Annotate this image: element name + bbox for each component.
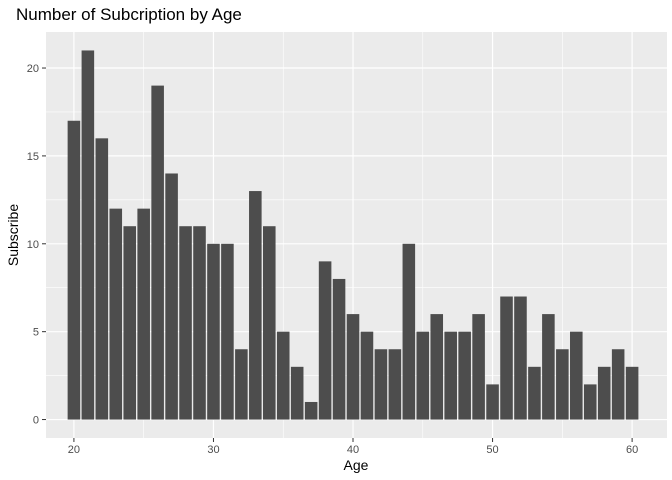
bar [207, 243, 220, 420]
bar [444, 331, 457, 420]
x-axis-ticks: 20 30 40 50 60 [68, 438, 638, 456]
bar [500, 296, 513, 420]
bar [318, 261, 332, 420]
chart-title: Number of Subcription by Age [16, 5, 242, 24]
minor-gridlines [46, 32, 667, 438]
bar [249, 191, 262, 420]
bar [151, 85, 164, 420]
bar [458, 331, 471, 420]
x-axis-label: Age [344, 457, 369, 473]
bar [304, 401, 318, 420]
bar [81, 50, 95, 420]
bar [346, 314, 360, 420]
bar [263, 226, 276, 420]
bar [290, 366, 304, 420]
y-axis-ticks: 0 5 10 15 20 [27, 63, 46, 427]
y-axis-label: Subscribe [5, 204, 21, 266]
bar [235, 349, 248, 420]
bar [109, 208, 123, 420]
bar [556, 349, 569, 420]
bar [137, 208, 150, 420]
bar [472, 314, 485, 420]
bar [67, 120, 81, 420]
y-tick-label: 5 [33, 327, 39, 339]
bar [221, 243, 234, 420]
bar [416, 331, 430, 420]
bar [179, 226, 192, 420]
x-tick-label: 30 [207, 444, 219, 456]
bar [611, 349, 625, 420]
bar [583, 384, 597, 420]
bar [570, 331, 583, 420]
bar [193, 226, 206, 420]
y-tick-label: 20 [27, 63, 39, 75]
y-tick-label: 15 [27, 151, 39, 163]
x-tick-label: 50 [486, 444, 498, 456]
bars [67, 50, 639, 420]
bar [597, 366, 611, 420]
x-tick-label: 60 [626, 444, 638, 456]
bar [528, 366, 541, 420]
bar [402, 243, 416, 420]
bar [514, 296, 527, 420]
bar [123, 226, 137, 420]
bar [388, 349, 402, 420]
x-tick-label: 40 [347, 444, 359, 456]
bar [165, 173, 178, 420]
bar [486, 384, 499, 420]
y-tick-label: 10 [27, 239, 39, 251]
bar [542, 314, 555, 420]
bar [332, 278, 346, 420]
bar [276, 331, 290, 420]
bar [374, 349, 388, 420]
bar [360, 331, 374, 420]
x-tick-label: 20 [68, 444, 80, 456]
y-tick-label: 0 [33, 415, 39, 427]
bar [95, 138, 109, 420]
bar [625, 366, 639, 420]
bar [430, 314, 444, 420]
